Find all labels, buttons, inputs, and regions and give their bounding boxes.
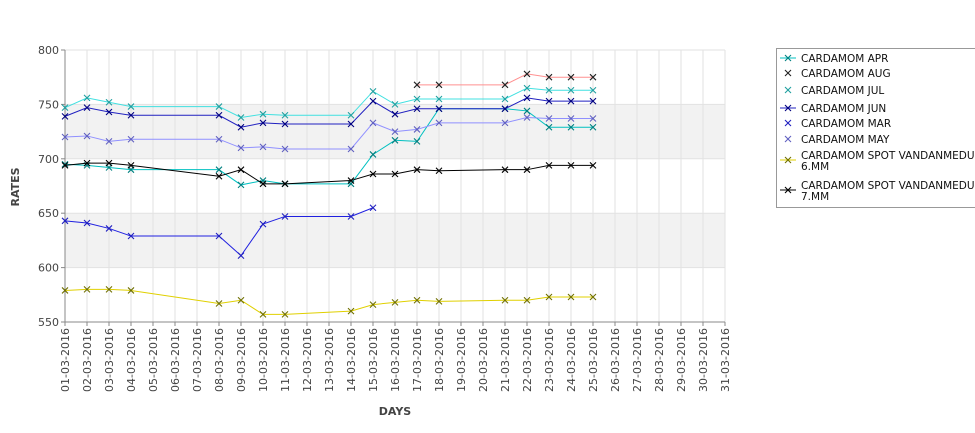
x-tick-label: 05-03-2016	[147, 328, 160, 392]
y-tick-label: 600	[38, 262, 59, 275]
y-axis-title: RATES	[9, 167, 22, 206]
x-tick-label: 09-03-2016	[235, 328, 248, 392]
x-tick-label: 16-03-2016	[389, 328, 402, 392]
x-tick-label: 01-03-2016	[59, 328, 72, 392]
legend-label: CARDAMOM JUL	[801, 85, 884, 97]
x-tick-label: 15-03-2016	[367, 328, 380, 392]
x-tick-label: 03-03-2016	[103, 328, 116, 392]
x-tick-label: 31-03-2016	[719, 328, 732, 392]
x-tick-label: 20-03-2016	[477, 328, 490, 392]
x-tick-label: 11-03-2016	[279, 328, 292, 392]
legend-label: CARDAMOM JUN	[801, 103, 886, 115]
x-tick-label: 10-03-2016	[257, 328, 270, 392]
x-tick-label: 08-03-2016	[213, 328, 226, 392]
x-tick-label: 24-03-2016	[565, 328, 578, 392]
x-tick-label: 28-03-2016	[653, 328, 666, 392]
grid-lines	[65, 50, 725, 322]
x-tick-label: 04-03-2016	[125, 328, 138, 392]
y-tick-label: 750	[38, 98, 59, 111]
x-tick-label: 30-03-2016	[697, 328, 710, 392]
x-axis-title: DAYS	[379, 405, 412, 418]
x-tick-label: 06-03-2016	[169, 328, 182, 392]
y-tick-label: 800	[38, 44, 59, 57]
x-tick-label: 19-03-2016	[455, 328, 468, 392]
x-tick-label: 21-03-2016	[499, 328, 512, 392]
legend-label-line2: 6.MM	[801, 161, 829, 173]
x-tick-label: 27-03-2016	[631, 328, 644, 392]
x-tick-label: 29-03-2016	[675, 328, 688, 392]
legend-label: CARDAMOM APR	[801, 53, 888, 65]
legend-label: CARDAMOM MAR	[801, 118, 891, 130]
x-tick-label: 12-03-2016	[301, 328, 314, 392]
legend-item: CARDAMOM MAY	[785, 134, 890, 146]
x-tick-label: 18-03-2016	[433, 328, 446, 392]
y-tick-label: 700	[38, 153, 59, 166]
x-tick-label: 14-03-2016	[345, 328, 358, 392]
x-tick-label: 23-03-2016	[543, 328, 556, 392]
x-tick-label: 13-03-2016	[323, 328, 336, 392]
legend-item: CARDAMOM AUG	[785, 68, 891, 80]
y-tick-label: 650	[38, 207, 59, 220]
legend-label: CARDAMOM MAY	[801, 134, 890, 146]
x-tick-label: 07-03-2016	[191, 328, 204, 392]
x-tick-label: 26-03-2016	[609, 328, 622, 392]
x-tick-label: 22-03-2016	[521, 328, 534, 392]
y-tick-label: 550	[38, 316, 59, 329]
x-tick-label: 02-03-2016	[81, 328, 94, 392]
legend-item: CARDAMOM MAR	[785, 118, 891, 130]
legend-label: CARDAMOM AUG	[801, 68, 891, 80]
x-tick-label: 17-03-2016	[411, 328, 424, 392]
legend: CARDAMOM APR CARDAMOM AUG CARDAMOM JUL CARD…	[777, 49, 975, 208]
legend-label-line2: 7.MM	[801, 191, 829, 203]
x-tick-label: 25-03-2016	[587, 328, 600, 392]
